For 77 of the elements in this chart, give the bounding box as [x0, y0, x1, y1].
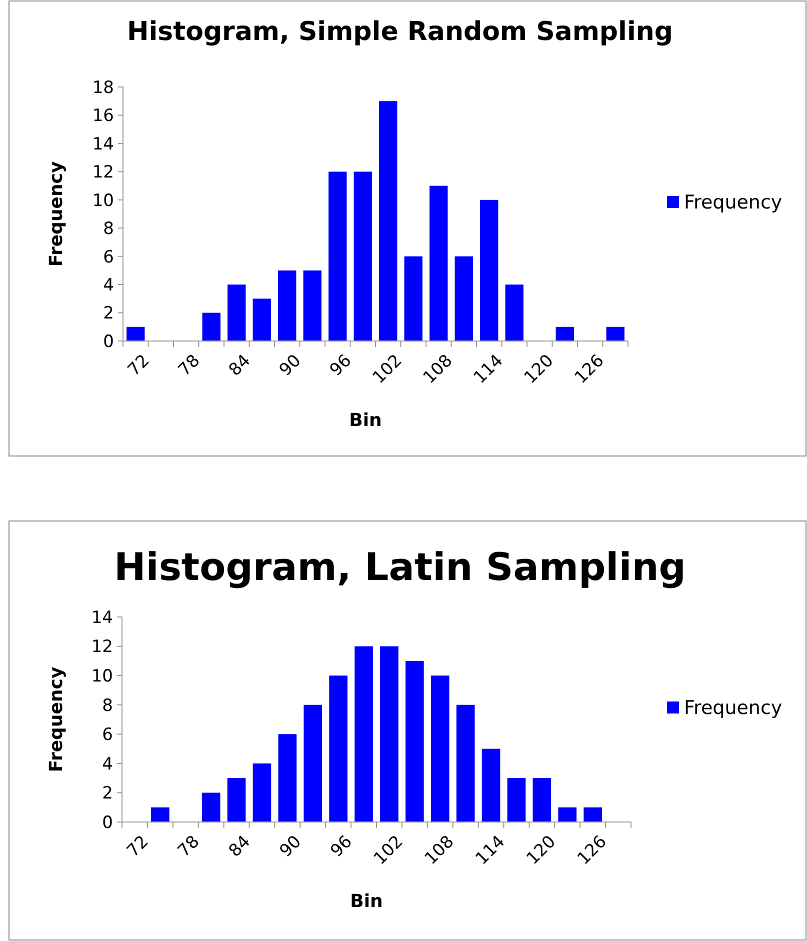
y-tick-label: 10: [92, 190, 114, 211]
x-tick-label: 114: [472, 832, 510, 869]
y-tick-label: 14: [91, 608, 113, 628]
y-tick-label: 12: [92, 162, 114, 183]
bar: [480, 200, 498, 341]
x-tick-label: 120: [520, 350, 558, 388]
y-tick-label: 12: [91, 637, 113, 658]
x-tick-label: 72: [124, 350, 154, 380]
bar: [430, 186, 448, 341]
bar: [404, 256, 422, 341]
y-tick-label: 16: [92, 106, 114, 126]
bar: [430, 676, 450, 822]
bar: [278, 734, 297, 822]
bar: [456, 704, 475, 822]
x-tick-label: 90: [276, 350, 306, 380]
bar: [227, 778, 246, 822]
x-tick-label: 120: [522, 832, 560, 869]
x-tick-label: 96: [326, 350, 356, 380]
x-tick-label: 78: [174, 832, 204, 862]
bar: [505, 284, 524, 341]
x-tick-label: 114: [470, 350, 508, 388]
bar: [354, 646, 373, 822]
bar: [278, 270, 296, 341]
bar: [507, 778, 526, 822]
bar: [532, 778, 552, 822]
bar: [454, 256, 473, 341]
bar: [202, 312, 220, 341]
bar: [329, 676, 348, 822]
bar: [252, 298, 271, 341]
x-axis-title: Bin: [349, 410, 382, 431]
bar: [202, 792, 220, 822]
bar: [584, 807, 602, 822]
bar: [126, 326, 145, 341]
legend-label: Frequency: [684, 192, 782, 214]
bar: [482, 748, 500, 822]
y-tick-label: 4: [103, 276, 114, 296]
bar: [556, 326, 574, 341]
bar: [558, 807, 577, 822]
x-tick-label: 108: [420, 350, 457, 388]
y-tick-label: 10: [91, 666, 113, 687]
bar: [228, 284, 246, 341]
bar: [406, 660, 424, 822]
x-tick-label: 102: [369, 350, 406, 388]
bar: [380, 646, 398, 822]
bar: [379, 101, 398, 341]
y-tick-label: 0: [102, 812, 113, 833]
x-tick-label: 90: [276, 832, 306, 862]
y-axis-title: Frequency: [46, 666, 67, 772]
legend-label: Frequency: [684, 697, 782, 720]
x-tick-label: 108: [421, 832, 458, 869]
y-tick-label: 6: [102, 725, 113, 746]
bar: [354, 172, 372, 341]
x-tick-label: 78: [174, 350, 204, 380]
bar: [328, 172, 347, 341]
y-axis-title: Frequency: [46, 161, 67, 267]
x-tick-label: 84: [225, 832, 255, 862]
y-tick-label: 0: [103, 332, 114, 352]
bar: [252, 763, 272, 822]
y-tick-label: 14: [92, 134, 114, 154]
y-tick-label: 2: [103, 304, 114, 324]
bar: [151, 807, 170, 822]
y-tick-label: 4: [102, 754, 113, 774]
x-tick-label: 96: [326, 832, 356, 862]
x-axis-title: Bin: [350, 891, 383, 912]
bar: [606, 326, 624, 341]
y-tick-label: 18: [92, 78, 114, 98]
y-tick-label: 2: [102, 784, 113, 804]
y-tick-label: 6: [103, 247, 114, 268]
y-tick-label: 8: [103, 219, 114, 240]
chart-title: Histogram, Latin Sampling: [114, 545, 686, 589]
x-tick-label: 102: [370, 832, 408, 869]
chart-title: Histogram, Simple Random Sampling: [127, 17, 673, 47]
x-tick-label: 72: [123, 832, 153, 862]
bar: [303, 270, 322, 341]
y-tick-label: 8: [102, 696, 113, 716]
bar: [304, 704, 322, 822]
x-tick-label: 84: [225, 350, 255, 380]
